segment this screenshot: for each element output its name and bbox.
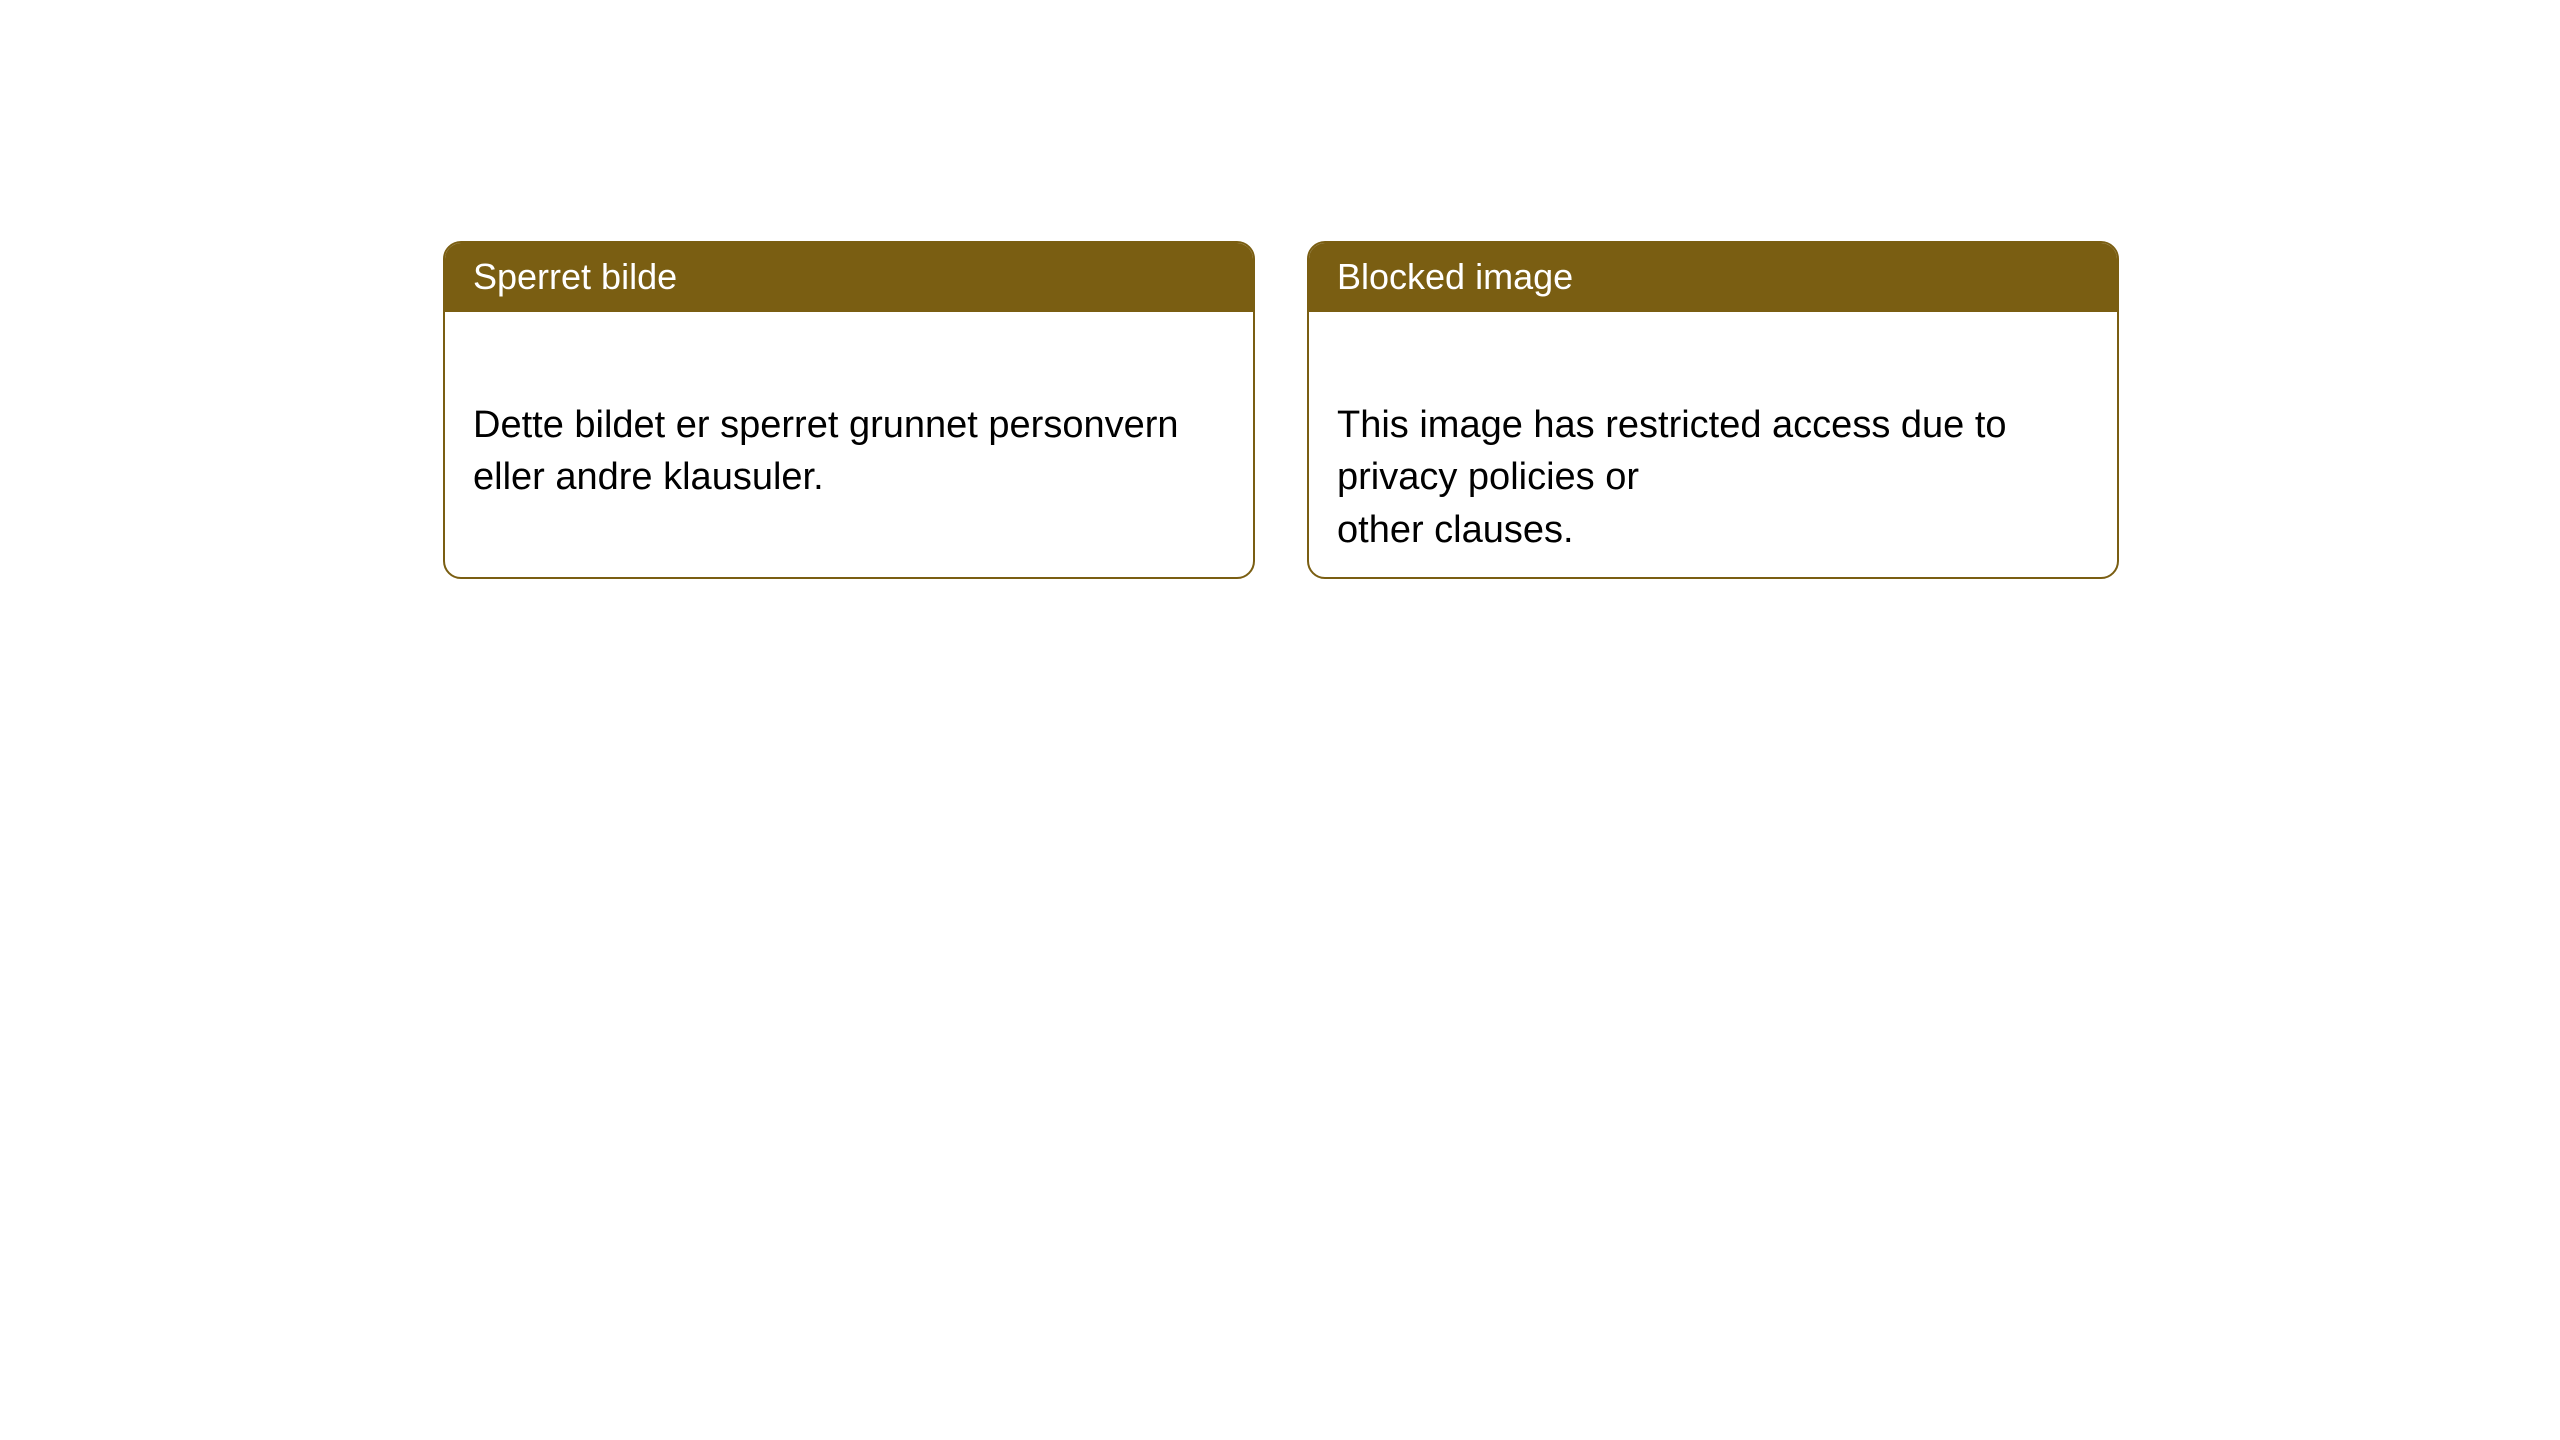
blocked-image-card-en: Blocked image This image has restricted … [1307, 241, 2119, 579]
card-text-en: This image has restricted access due to … [1337, 404, 2007, 551]
card-title-en: Blocked image [1337, 256, 1573, 297]
card-header-no: Sperret bilde [445, 243, 1253, 312]
card-body-no: Dette bildet er sperret grunnet personve… [445, 312, 1253, 537]
card-body-en: This image has restricted access due to … [1309, 312, 2117, 579]
card-title-no: Sperret bilde [473, 256, 677, 297]
blocked-image-card-no: Sperret bilde Dette bildet er sperret gr… [443, 241, 1255, 579]
card-header-en: Blocked image [1309, 243, 2117, 312]
card-text-no: Dette bildet er sperret grunnet personve… [473, 404, 1179, 498]
notice-cards-container: Sperret bilde Dette bildet er sperret gr… [443, 241, 2119, 579]
